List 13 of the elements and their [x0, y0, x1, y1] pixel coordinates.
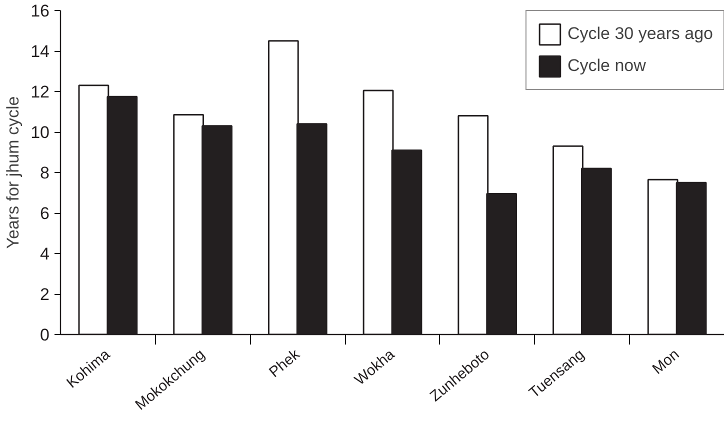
- y-tick-label: 14: [30, 42, 50, 61]
- legend-label: Cycle now: [567, 56, 646, 76]
- y-axis-title: Years for jhum cycle: [4, 96, 23, 249]
- y-tick-label: 8: [40, 164, 50, 182]
- y-tick-label: 6: [40, 204, 50, 223]
- y-tick-label: 0: [40, 326, 50, 344]
- y-tick-label: 10: [30, 123, 50, 142]
- y-tick-label: 16: [30, 2, 50, 20]
- legend-label: Cycle 30 years ago: [567, 24, 713, 44]
- y-tick-label: 4: [40, 244, 50, 264]
- y-tick-label: 2: [40, 285, 50, 304]
- y-tick-label: 12: [30, 82, 50, 102]
- x-tick-label: Mon: [649, 346, 683, 378]
